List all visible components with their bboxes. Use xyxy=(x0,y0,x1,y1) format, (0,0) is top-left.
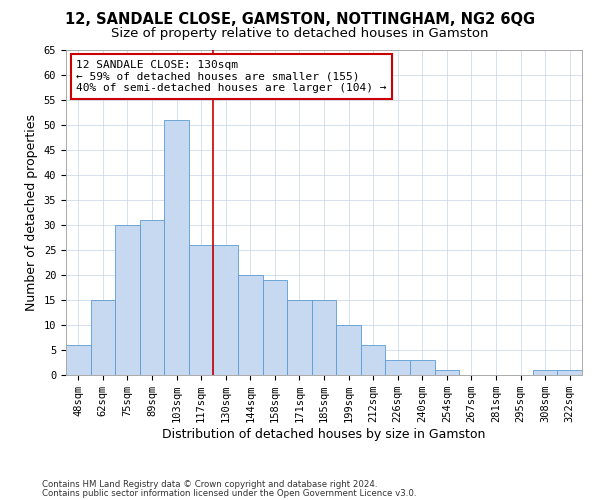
Bar xyxy=(361,345,385,375)
Bar xyxy=(312,300,336,375)
Bar xyxy=(533,370,557,375)
Text: 12 SANDALE CLOSE: 130sqm
← 59% of detached houses are smaller (155)
40% of semi-: 12 SANDALE CLOSE: 130sqm ← 59% of detach… xyxy=(76,60,387,93)
Bar xyxy=(140,220,164,375)
Bar xyxy=(287,300,312,375)
Bar xyxy=(434,370,459,375)
Y-axis label: Number of detached properties: Number of detached properties xyxy=(25,114,38,311)
Bar xyxy=(66,345,91,375)
Text: Contains HM Land Registry data © Crown copyright and database right 2024.: Contains HM Land Registry data © Crown c… xyxy=(42,480,377,489)
Bar xyxy=(557,370,582,375)
Bar xyxy=(91,300,115,375)
Bar xyxy=(164,120,189,375)
Bar xyxy=(336,325,361,375)
Bar xyxy=(385,360,410,375)
Bar xyxy=(115,225,140,375)
Bar xyxy=(238,275,263,375)
Text: 12, SANDALE CLOSE, GAMSTON, NOTTINGHAM, NG2 6QG: 12, SANDALE CLOSE, GAMSTON, NOTTINGHAM, … xyxy=(65,12,535,28)
Bar xyxy=(214,245,238,375)
X-axis label: Distribution of detached houses by size in Gamston: Distribution of detached houses by size … xyxy=(163,428,485,441)
Text: Contains public sector information licensed under the Open Government Licence v3: Contains public sector information licen… xyxy=(42,488,416,498)
Text: Size of property relative to detached houses in Gamston: Size of property relative to detached ho… xyxy=(111,28,489,40)
Bar xyxy=(189,245,214,375)
Bar xyxy=(410,360,434,375)
Bar xyxy=(263,280,287,375)
